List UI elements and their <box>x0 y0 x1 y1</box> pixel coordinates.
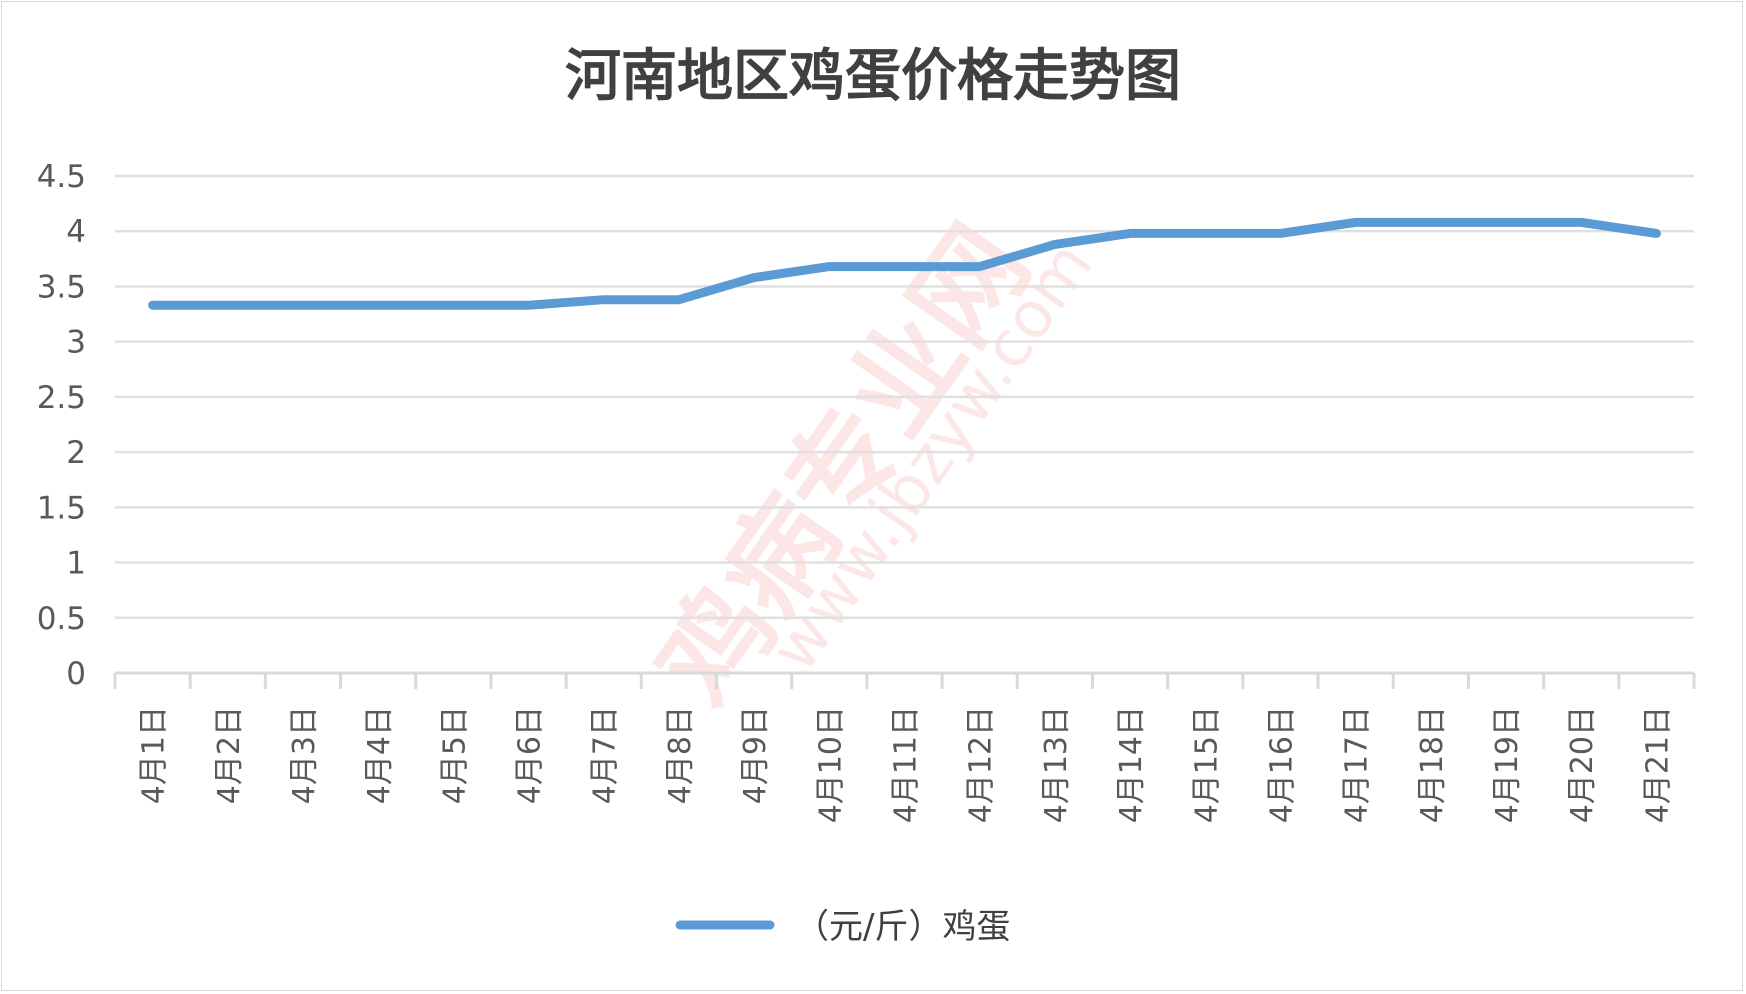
x-tick-label: 4月9日 <box>738 706 773 804</box>
x-tick-label: 4月5日 <box>437 706 472 804</box>
x-tick-label: 4月2日 <box>212 706 247 804</box>
y-tick-label: 4 <box>66 214 86 250</box>
x-tick-label: 4月6日 <box>513 706 548 804</box>
y-tick-label: 2 <box>66 435 86 471</box>
legend-label: （元/斤）鸡蛋 <box>795 907 1010 947</box>
x-tick-label: 4月21日 <box>1640 706 1675 823</box>
x-tick-label: 4月19日 <box>1490 706 1525 823</box>
series-line <box>148 217 1661 310</box>
x-tick-label: 4月12日 <box>964 706 999 823</box>
y-tick-label: 1.5 <box>37 490 86 526</box>
x-tick-label: 4月14日 <box>1114 706 1149 823</box>
x-tick-label: 4月13日 <box>1039 706 1074 823</box>
x-tick-label: 4月16日 <box>1264 706 1299 823</box>
x-tick-label: 4月20日 <box>1565 706 1600 823</box>
y-tick-label: 0.5 <box>37 601 86 637</box>
x-tick-label: 4月15日 <box>1189 706 1224 823</box>
x-tick-label: 4月10日 <box>813 706 848 823</box>
x-tick-label: 4月4日 <box>362 706 397 804</box>
chart-title: 河南地区鸡蛋价格走势图 <box>565 43 1181 109</box>
y-tick-label: 1 <box>66 546 86 582</box>
y-tick-label: 3 <box>66 325 86 361</box>
x-tick-label: 4月17日 <box>1340 706 1375 823</box>
legend: （元/斤）鸡蛋 <box>675 907 1010 947</box>
x-tick-label: 4月8日 <box>663 706 698 804</box>
y-tick-label: 4.5 <box>37 159 86 195</box>
y-tick-label: 2.5 <box>37 380 86 416</box>
x-tick-label: 4月7日 <box>588 706 623 804</box>
y-tick-label: 3.5 <box>37 269 86 305</box>
x-tick-label: 4月18日 <box>1415 706 1450 823</box>
x-tick-label: 4月11日 <box>889 706 924 823</box>
x-tick-label: 4月3日 <box>287 706 322 804</box>
y-tick-label: 0 <box>66 656 86 692</box>
x-tick-label: 4月1日 <box>137 706 172 804</box>
